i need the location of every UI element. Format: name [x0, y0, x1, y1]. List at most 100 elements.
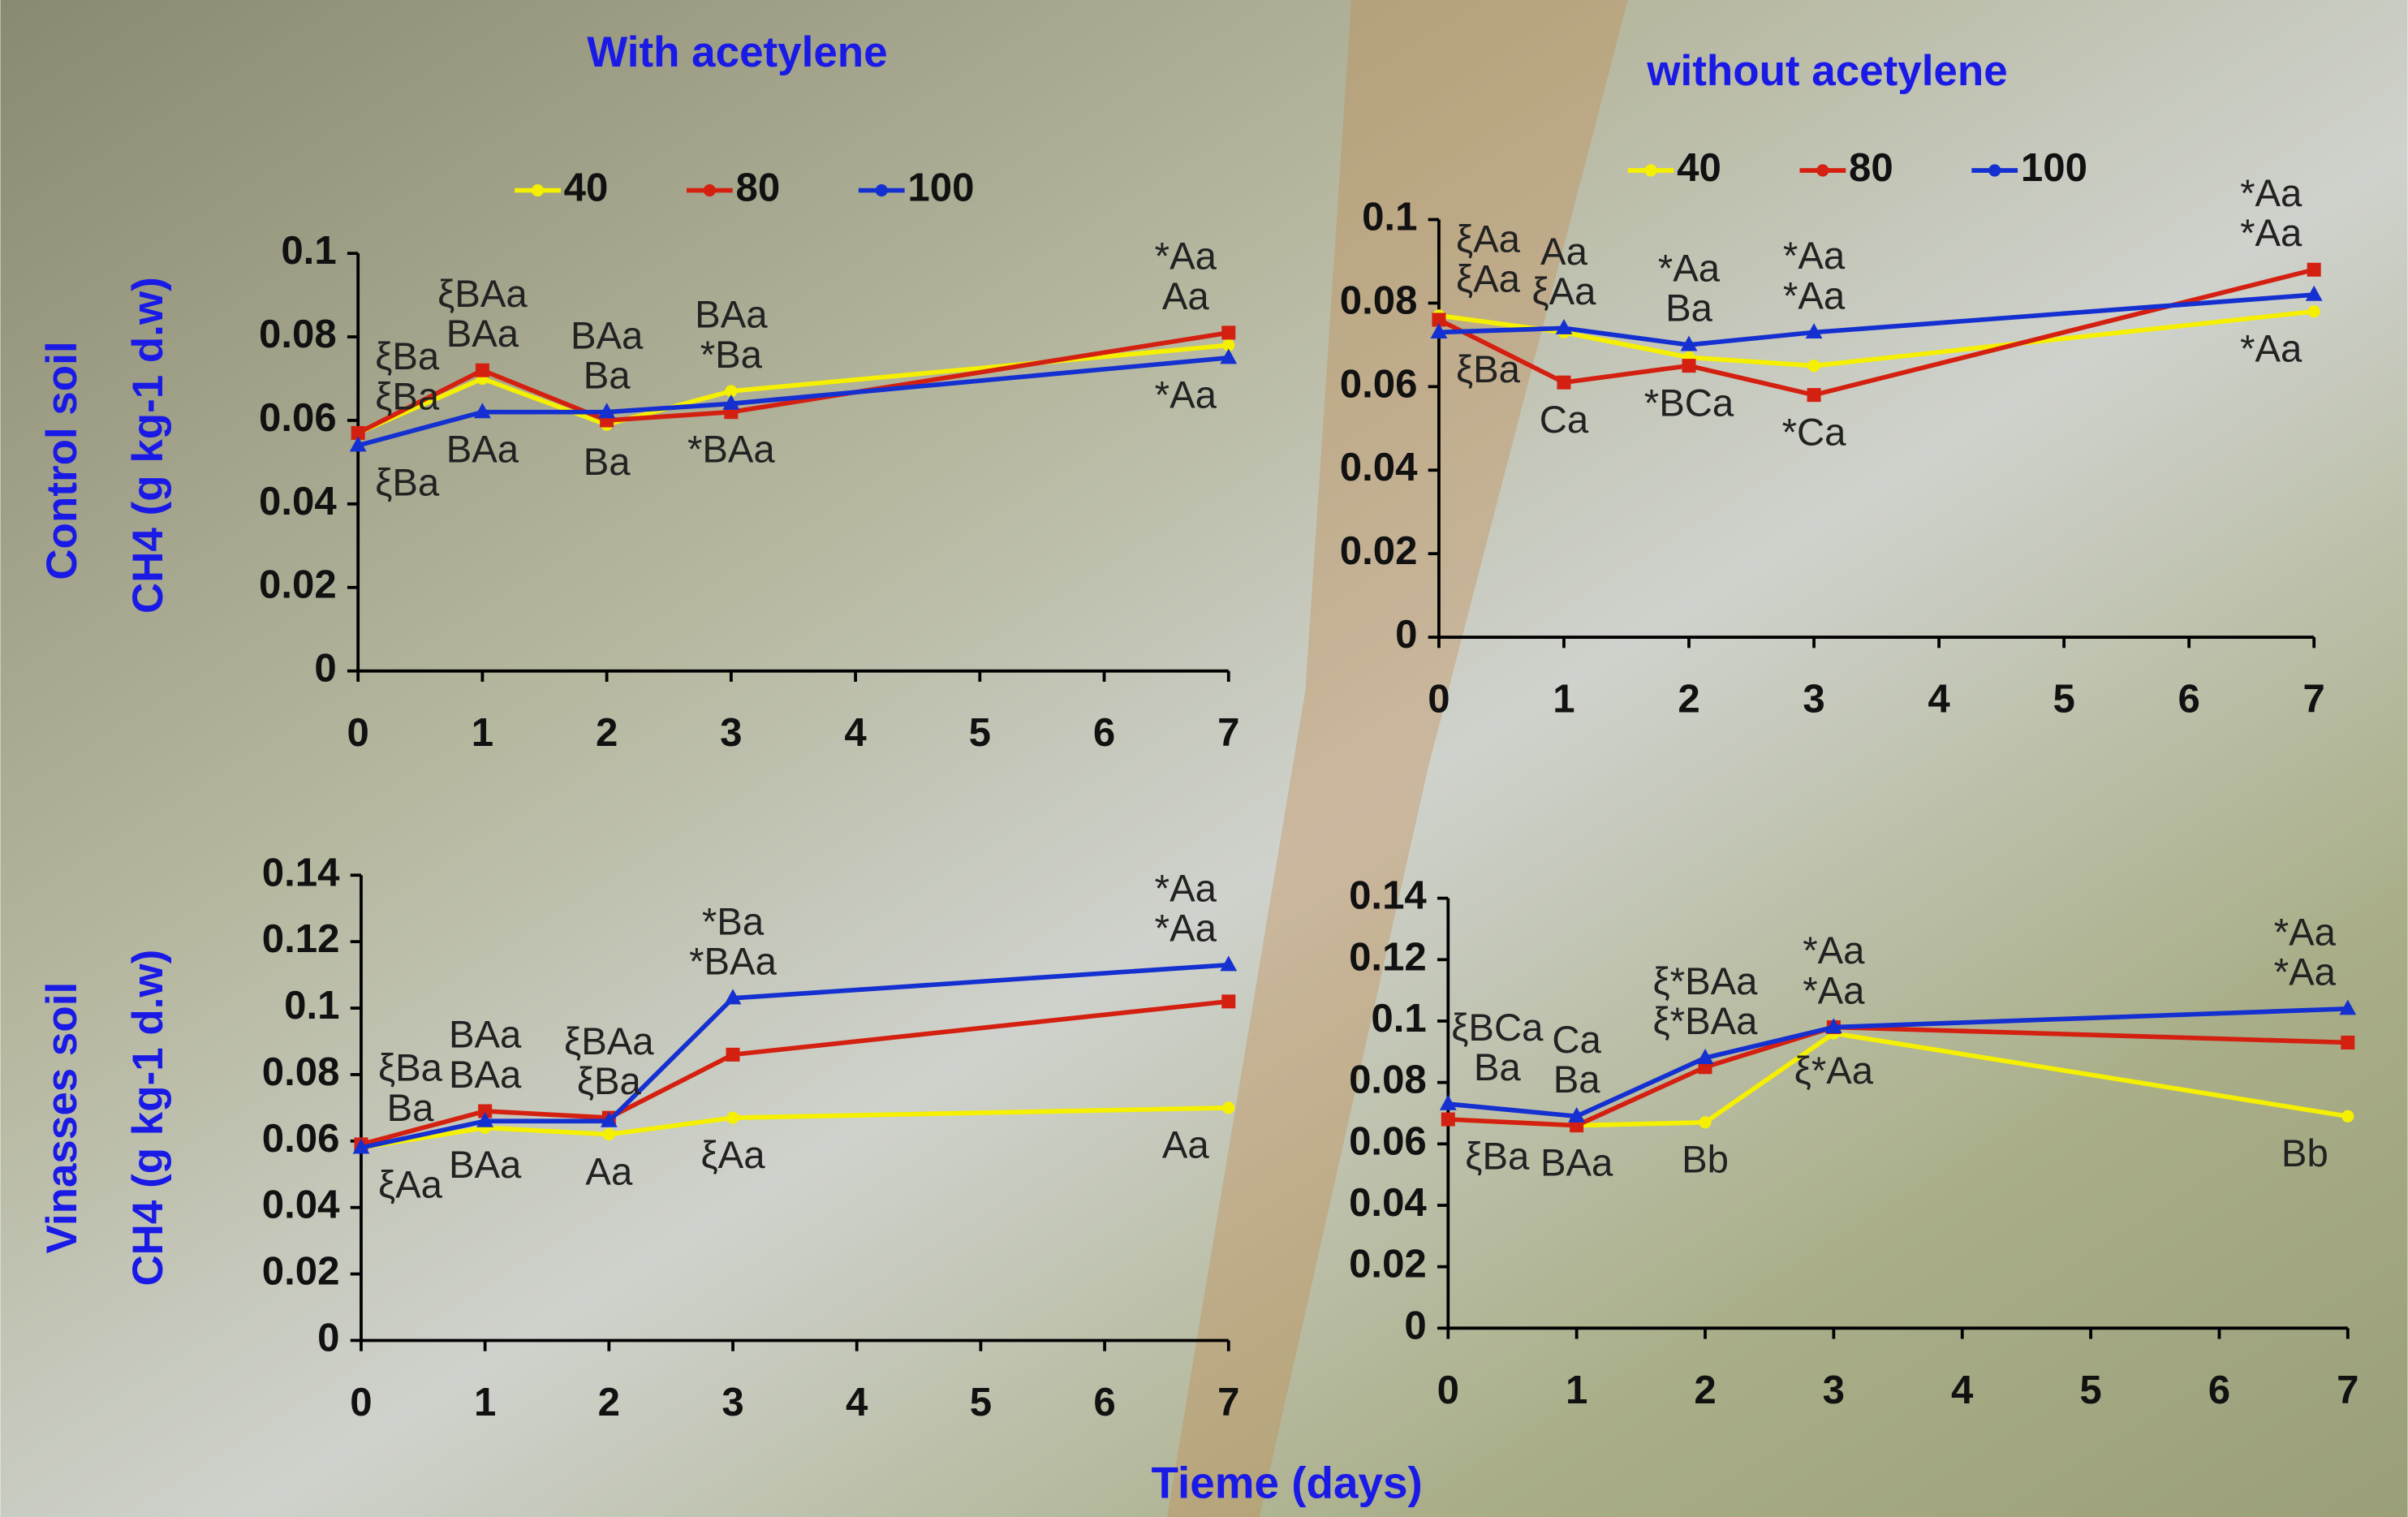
marker	[2341, 1110, 2354, 1123]
x-tick-label: 5	[2079, 1368, 2101, 1412]
point-annotation: *Aa	[2240, 327, 2302, 370]
x-tick-label: 6	[1093, 710, 1115, 755]
point-annotation: ξBa	[577, 1060, 642, 1103]
point-annotation: *BAa	[689, 941, 777, 984]
y-tick-label: 0.1	[281, 228, 336, 273]
x-tick-label: 1	[474, 1380, 496, 1424]
x-tick-label: 4	[1928, 676, 1950, 721]
point-annotation: ξBAa	[437, 273, 528, 316]
point-annotation: ξBAa	[564, 1020, 654, 1063]
x-tick-label: 2	[598, 1380, 620, 1424]
marker	[1441, 1113, 1455, 1127]
point-annotation: BAa	[1540, 1141, 1613, 1184]
point-annotation: *Aa	[1155, 373, 1217, 416]
point-annotation: *Aa	[1155, 235, 1217, 278]
point-annotation: *Aa	[1803, 969, 1865, 1012]
y-tick-label: 0.06	[259, 395, 337, 440]
point-annotation: ξBa	[378, 1047, 443, 1090]
marker	[1222, 1101, 1234, 1114]
point-annotation: Ca	[1552, 1019, 1601, 1062]
x-tick-label: 4	[844, 710, 867, 755]
y-tick-label: 0.02	[1340, 528, 1418, 573]
point-annotation: Bb	[2281, 1132, 2328, 1175]
y-tick-label: 0.1	[284, 983, 339, 1028]
marker	[1221, 994, 1235, 1008]
y-tick-label: 0.08	[262, 1049, 340, 1094]
point-annotation: Ca	[1540, 399, 1589, 442]
chart-title: With acetylene	[587, 28, 887, 76]
marker	[2341, 1036, 2354, 1049]
x-tick-label: 1	[1553, 676, 1574, 721]
x-tick-label: 4	[846, 1380, 868, 1424]
point-annotation: *Aa	[2274, 911, 2337, 955]
point-annotation: *Aa	[2240, 172, 2302, 215]
y-tick-label: 0	[1395, 612, 1417, 657]
marker	[476, 364, 489, 377]
point-annotation: ξ*BAa	[1653, 1000, 1759, 1043]
x-tick-label: 7	[1217, 1380, 1239, 1424]
y-tick-label: 0.02	[1349, 1242, 1427, 1286]
point-annotation: *Aa	[1658, 248, 1721, 291]
point-annotation: ξAa	[378, 1164, 443, 1207]
x-tick-label: 7	[1217, 710, 1239, 755]
point-annotation: Aa	[585, 1150, 633, 1193]
y-tick-label: 0.14	[1349, 873, 1427, 918]
legend-label: 40	[564, 166, 609, 210]
point-annotation: ξBCa	[1451, 1006, 1544, 1049]
x-tick-label: 5	[2053, 676, 2074, 721]
x-tick-label: 3	[1803, 676, 1824, 721]
marker	[2308, 305, 2320, 317]
x-tick-label: 1	[1566, 1368, 1587, 1412]
y-tick-label: 0	[314, 646, 336, 691]
point-annotation: BAa	[571, 314, 644, 357]
marker	[1807, 360, 1820, 372]
point-annotation: Aa	[1540, 231, 1588, 274]
legend-label: 100	[2021, 145, 2087, 190]
point-annotation: *Aa	[1783, 274, 1846, 317]
x-tick-label: 0	[347, 710, 368, 755]
point-annotation: ξAa	[1456, 258, 1521, 301]
point-annotation: Ba	[1474, 1046, 1522, 1089]
point-annotation: Aa	[1162, 275, 1210, 318]
y-tick-label: 0.08	[1340, 278, 1418, 322]
y-tick-label: 0.14	[262, 850, 340, 894]
y-tick-label: 0.12	[1349, 934, 1427, 979]
legend-marker	[876, 184, 888, 196]
x-tick-label: 0	[350, 1380, 372, 1424]
point-annotation: ξ*BAa	[1653, 960, 1759, 1003]
x-tick-label: 3	[722, 1380, 743, 1424]
y-tick-label: 0.06	[1349, 1118, 1427, 1163]
x-tick-label: 6	[1093, 1380, 1115, 1424]
point-annotation: ξBa	[1456, 348, 1521, 391]
y-tick-label: 0.08	[1349, 1058, 1427, 1102]
point-annotation: ξBa	[375, 461, 440, 504]
y-tick-label: 0.06	[262, 1116, 340, 1161]
marker	[726, 1112, 739, 1124]
legend-marker	[1816, 164, 1829, 176]
point-annotation: *Ca	[1782, 411, 1847, 454]
marker	[1557, 376, 1570, 390]
y-tick-label: 0.02	[259, 562, 337, 607]
chart-title: without acetylene	[1646, 47, 2007, 95]
x-tick-label: 5	[969, 710, 991, 755]
point-annotation: *Aa	[2274, 951, 2337, 994]
point-annotation: *BCa	[1644, 381, 1734, 425]
x-tick-label: 5	[970, 1380, 992, 1424]
figure: Tieme (days) 00.020.040.060.080.10123456…	[0, 0, 2408, 1517]
y-tick-label: 0.1	[1371, 996, 1426, 1041]
y-tick-label: 0.02	[262, 1249, 340, 1294]
legend-marker	[1988, 164, 2001, 176]
point-annotation: Ba	[387, 1087, 435, 1130]
point-annotation: Ba	[584, 441, 631, 484]
y-tick-label: 0	[1404, 1303, 1426, 1347]
y-tick-label: 0.04	[1340, 445, 1418, 489]
point-annotation: *Ba	[700, 334, 763, 377]
marker	[1682, 359, 1695, 373]
point-annotation: BAa	[446, 428, 519, 471]
y-tick-label: 0.04	[262, 1183, 340, 1227]
point-annotation: Ba	[1665, 287, 1713, 330]
point-annotation: ξBa	[375, 335, 440, 378]
point-annotation: ξ*Aa	[1794, 1049, 1874, 1092]
marker	[1699, 1116, 1711, 1128]
point-annotation: ξAa	[1531, 270, 1596, 313]
